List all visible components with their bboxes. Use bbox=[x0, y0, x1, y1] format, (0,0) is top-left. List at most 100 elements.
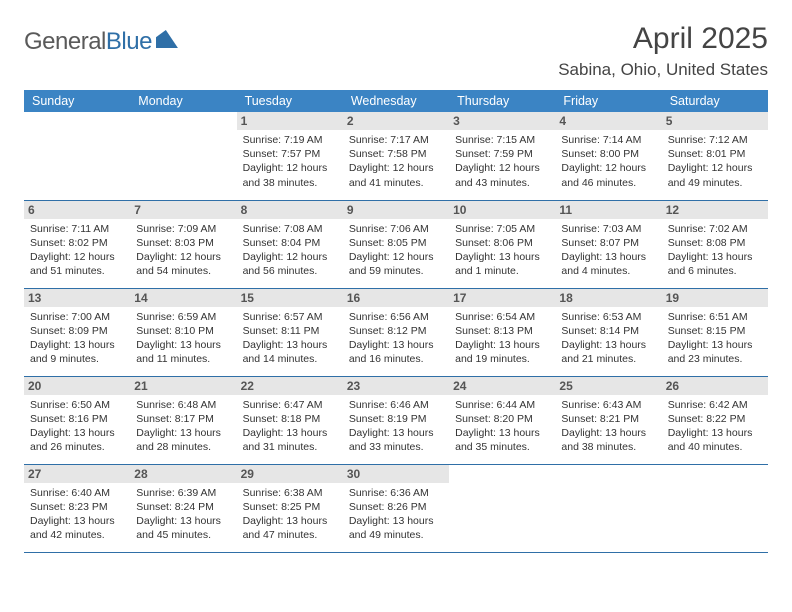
sunrise-line: Sunrise: 6:36 AM bbox=[349, 486, 443, 500]
sunset-line: Sunset: 8:00 PM bbox=[561, 147, 655, 161]
day-number: 6 bbox=[24, 201, 130, 219]
sunset-line: Sunset: 8:12 PM bbox=[349, 324, 443, 338]
day-info: Sunrise: 7:05 AMSunset: 8:06 PMDaylight:… bbox=[455, 222, 549, 279]
sunset-line: Sunset: 8:26 PM bbox=[349, 500, 443, 514]
day-info: Sunrise: 6:59 AMSunset: 8:10 PMDaylight:… bbox=[136, 310, 230, 367]
sunset-line: Sunset: 8:20 PM bbox=[455, 412, 549, 426]
day-number: 26 bbox=[662, 377, 768, 395]
calendar-cell: 3 Sunrise: 7:15 AMSunset: 7:59 PMDaylight… bbox=[449, 112, 555, 200]
calendar-cell: 23Sunrise: 6:46 AMSunset: 8:19 PMDayligh… bbox=[343, 376, 449, 464]
day-number: 8 bbox=[237, 201, 343, 219]
day-number: 12 bbox=[662, 201, 768, 219]
day-info: Sunrise: 7:06 AMSunset: 8:05 PMDaylight:… bbox=[349, 222, 443, 279]
day-number: 17 bbox=[449, 289, 555, 307]
sunset-line: Sunset: 8:23 PM bbox=[30, 500, 124, 514]
sunrise-line: Sunrise: 7:11 AM bbox=[30, 222, 124, 236]
calendar-cell: 9Sunrise: 7:06 AMSunset: 8:05 PMDaylight… bbox=[343, 200, 449, 288]
day-info: Sunrise: 6:56 AMSunset: 8:12 PMDaylight:… bbox=[349, 310, 443, 367]
sunset-line: Sunset: 8:05 PM bbox=[349, 236, 443, 250]
daylight-line: Daylight: 13 hours and 9 minutes. bbox=[30, 338, 124, 366]
calendar-cell: 13 Sunrise: 7:00 AMSunset: 8:09 PMDayligh… bbox=[24, 288, 130, 376]
day-number: 13 bbox=[24, 289, 130, 307]
day-number: 10 bbox=[449, 201, 555, 219]
day-number: 11 bbox=[555, 201, 661, 219]
calendar-cell: 6Sunrise: 7:11 AMSunset: 8:02 PMDaylight… bbox=[24, 200, 130, 288]
calendar-cell: 29Sunrise: 6:38 AMSunset: 8:25 PMDayligh… bbox=[237, 464, 343, 552]
calendar-cell: 30Sunrise: 6:36 AMSunset: 8:26 PMDayligh… bbox=[343, 464, 449, 552]
calendar-cell: 14Sunrise: 6:59 AMSunset: 8:10 PMDayligh… bbox=[130, 288, 236, 376]
calendar-cell: 7Sunrise: 7:09 AMSunset: 8:03 PMDaylight… bbox=[130, 200, 236, 288]
sunset-line: Sunset: 8:10 PM bbox=[136, 324, 230, 338]
day-info: Sunrise: 7:15 AMSunset: 7:59 PMDaylight:… bbox=[455, 133, 549, 190]
calendar-row: 13 Sunrise: 7:00 AMSunset: 8:09 PMDayligh… bbox=[24, 288, 768, 376]
brand-logo: GeneralBlue bbox=[24, 28, 178, 56]
daylight-line: Daylight: 13 hours and 6 minutes. bbox=[668, 250, 762, 278]
daylight-line: Daylight: 13 hours and 31 minutes. bbox=[243, 426, 337, 454]
calendar-cell: 16Sunrise: 6:56 AMSunset: 8:12 PMDayligh… bbox=[343, 288, 449, 376]
sunrise-line: Sunrise: 7:15 AM bbox=[455, 133, 549, 147]
sunset-line: Sunset: 8:08 PM bbox=[668, 236, 762, 250]
sunrise-line: Sunrise: 6:38 AM bbox=[243, 486, 337, 500]
day-info: Sunrise: 7:14 AMSunset: 8:00 PMDaylight:… bbox=[561, 133, 655, 190]
calendar-cell: 15Sunrise: 6:57 AMSunset: 8:11 PMDayligh… bbox=[237, 288, 343, 376]
calendar-cell: 24Sunrise: 6:44 AMSunset: 8:20 PMDayligh… bbox=[449, 376, 555, 464]
daylight-line: Daylight: 12 hours and 59 minutes. bbox=[349, 250, 443, 278]
sunrise-line: Sunrise: 7:14 AM bbox=[561, 133, 655, 147]
daylight-line: Daylight: 13 hours and 33 minutes. bbox=[349, 426, 443, 454]
calendar-row: 27Sunrise: 6:40 AMSunset: 8:23 PMDayligh… bbox=[24, 464, 768, 552]
sunset-line: Sunset: 8:09 PM bbox=[30, 324, 124, 338]
calendar-cell: 1Sunrise: 7:19 AMSunset: 7:57 PMDaylight… bbox=[237, 112, 343, 200]
day-number: 15 bbox=[237, 289, 343, 307]
calendar-row: 1Sunrise: 7:19 AMSunset: 7:57 PMDaylight… bbox=[24, 112, 768, 200]
calendar-cell: 20Sunrise: 6:50 AMSunset: 8:16 PMDayligh… bbox=[24, 376, 130, 464]
day-info: Sunrise: 7:03 AMSunset: 8:07 PMDaylight:… bbox=[561, 222, 655, 279]
daylight-line: Daylight: 13 hours and 35 minutes. bbox=[455, 426, 549, 454]
calendar-cell: 25Sunrise: 6:43 AMSunset: 8:21 PMDayligh… bbox=[555, 376, 661, 464]
daylight-line: Daylight: 12 hours and 38 minutes. bbox=[243, 161, 337, 189]
title-block: April 2025 Sabina, Ohio, United States bbox=[558, 22, 768, 80]
sunset-line: Sunset: 7:57 PM bbox=[243, 147, 337, 161]
sunrise-line: Sunrise: 6:47 AM bbox=[243, 398, 337, 412]
sunset-line: Sunset: 8:16 PM bbox=[30, 412, 124, 426]
day-info: Sunrise: 7:12 AMSunset: 8:01 PMDaylight:… bbox=[668, 133, 762, 190]
sunrise-line: Sunrise: 6:39 AM bbox=[136, 486, 230, 500]
sunset-line: Sunset: 8:01 PM bbox=[668, 147, 762, 161]
daylight-line: Daylight: 13 hours and 47 minutes. bbox=[243, 514, 337, 542]
day-number: 3 bbox=[449, 112, 555, 130]
sunrise-line: Sunrise: 6:50 AM bbox=[30, 398, 124, 412]
sunrise-line: Sunrise: 6:43 AM bbox=[561, 398, 655, 412]
sunset-line: Sunset: 8:22 PM bbox=[668, 412, 762, 426]
sunrise-line: Sunrise: 6:57 AM bbox=[243, 310, 337, 324]
daylight-line: Daylight: 12 hours and 54 minutes. bbox=[136, 250, 230, 278]
daylight-line: Daylight: 13 hours and 14 minutes. bbox=[243, 338, 337, 366]
day-info: Sunrise: 6:47 AMSunset: 8:18 PMDaylight:… bbox=[243, 398, 337, 455]
day-info: Sunrise: 7:17 AMSunset: 7:58 PMDaylight:… bbox=[349, 133, 443, 190]
daylight-line: Daylight: 13 hours and 1 minute. bbox=[455, 250, 549, 278]
day-info: Sunrise: 7:02 AMSunset: 8:08 PMDaylight:… bbox=[668, 222, 762, 279]
daylight-line: Daylight: 12 hours and 56 minutes. bbox=[243, 250, 337, 278]
calendar-row: 6 Sunrise: 7:11 AMSunset: 8:02 PM Daylight… bbox=[24, 200, 768, 288]
day-info: Sunrise: 7:00 AMSunset: 8:09 PMDaylight:… bbox=[30, 310, 124, 367]
calendar-body: 1Sunrise: 7:19 AMSunset: 7:57 PMDaylight… bbox=[24, 112, 768, 552]
calendar-cell: 2Sunrise: 7:17 AMSunset: 7:58 PMDaylight… bbox=[343, 112, 449, 200]
day-number: 30 bbox=[343, 465, 449, 483]
logo-word-2: Blue bbox=[106, 28, 152, 55]
sunset-line: Sunset: 8:03 PM bbox=[136, 236, 230, 250]
day-number: 7 bbox=[130, 201, 236, 219]
daylight-line: Daylight: 13 hours and 4 minutes. bbox=[561, 250, 655, 278]
month-title: April 2025 bbox=[558, 22, 768, 56]
header-row: GeneralBlue April 2025 Sabina, Ohio, Uni… bbox=[24, 22, 768, 80]
day-info: Sunrise: 7:19 AMSunset: 7:57 PMDaylight:… bbox=[243, 133, 337, 190]
sail-icon bbox=[156, 30, 178, 48]
day-info: Sunrise: 6:38 AMSunset: 8:25 PMDaylight:… bbox=[243, 486, 337, 543]
calendar-cell: 19Sunrise: 6:51 AMSunset: 8:15 PMDayligh… bbox=[662, 288, 768, 376]
sunrise-line: Sunrise: 7:03 AM bbox=[561, 222, 655, 236]
day-info: Sunrise: 6:42 AMSunset: 8:22 PMDaylight:… bbox=[668, 398, 762, 455]
sunrise-line: Sunrise: 7:12 AM bbox=[668, 133, 762, 147]
calendar-cell: 8Sunrise: 7:08 AMSunset: 8:04 PMDaylight… bbox=[237, 200, 343, 288]
day-number: 25 bbox=[555, 377, 661, 395]
calendar-cell: 11 Sunrise: 7:03 AMSunset: 8:07 PMDayligh… bbox=[555, 200, 661, 288]
daylight-line: Daylight: 13 hours and 16 minutes. bbox=[349, 338, 443, 366]
calendar-cell bbox=[24, 112, 130, 200]
sunset-line: Sunset: 8:02 PM bbox=[30, 236, 124, 250]
